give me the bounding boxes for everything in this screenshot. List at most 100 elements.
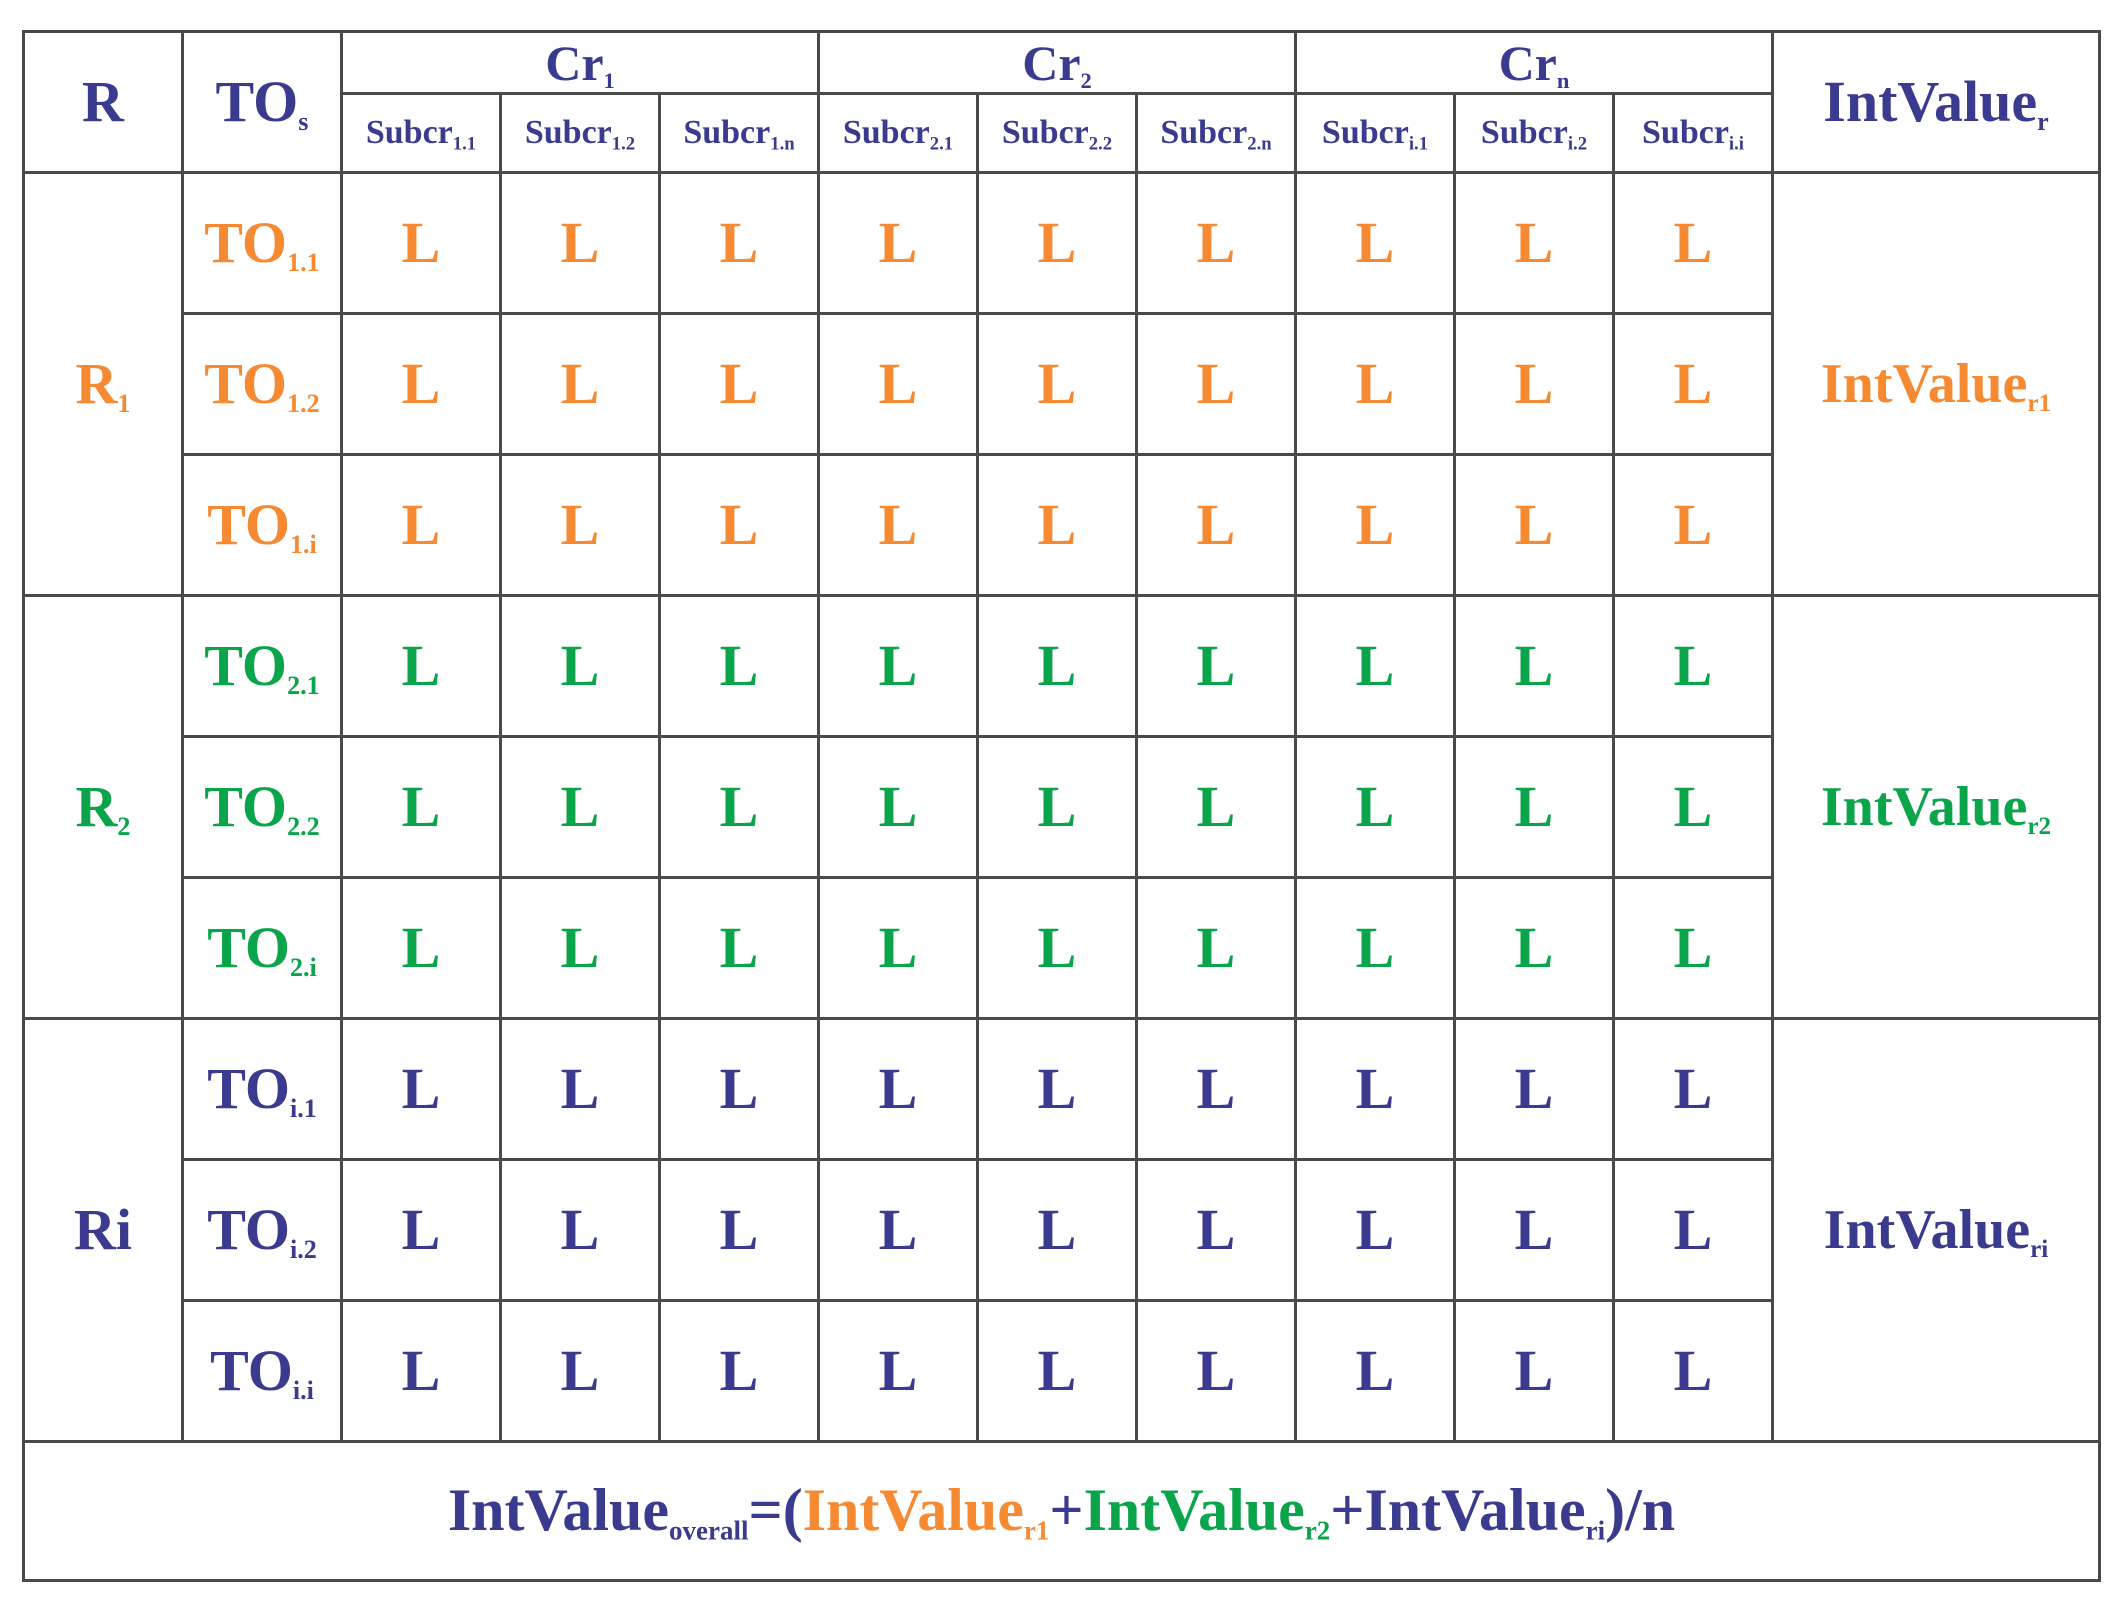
group-label-cell: R1	[22, 170, 184, 597]
value-cell: L	[1612, 875, 1774, 1020]
header-subcriterion-1-2: Subcr1.2	[499, 92, 661, 174]
value-cell: L	[817, 1016, 979, 1161]
value-cell: L	[817, 593, 979, 738]
value-cell: L	[1453, 1157, 1615, 1302]
value-cell: L	[1612, 1016, 1774, 1161]
header-tos-label: TOs	[215, 69, 309, 137]
value-cell: L	[976, 1016, 1138, 1161]
header-subcriterion-1-1: Subcr1.1	[340, 92, 502, 174]
value-cell: L	[976, 593, 1138, 738]
value-cell: L	[499, 593, 661, 738]
value-cell: L	[499, 1298, 661, 1443]
value-cell: L	[340, 593, 502, 738]
formula-term: IntValuer1	[802, 1477, 1050, 1546]
value-cell: L	[340, 1157, 502, 1302]
value-cell: L	[1294, 170, 1456, 315]
value-cell: L	[1294, 593, 1456, 738]
header-subcriterion-2-n: Subcr2.n	[1135, 92, 1297, 174]
value-cell: L	[1453, 734, 1615, 879]
value-cell: L	[499, 1157, 661, 1302]
value-cell: L	[976, 734, 1138, 879]
value-cell: L	[817, 1157, 979, 1302]
value-cell: L	[658, 875, 820, 1020]
value-cell: L	[1135, 734, 1297, 879]
value-cell: L	[1453, 452, 1615, 597]
value-cell: L	[817, 875, 979, 1020]
to-label-cell: TOi.i	[181, 1298, 343, 1443]
value-cell: L	[1453, 311, 1615, 456]
value-cell: L	[1453, 875, 1615, 1020]
value-cell: L	[658, 1298, 820, 1443]
header-subcriterion-2-1: Subcr2.1	[817, 92, 979, 174]
value-cell: L	[1294, 875, 1456, 1020]
value-cell: L	[1612, 311, 1774, 456]
value-cell: L	[976, 875, 1138, 1020]
value-cell: L	[1453, 1298, 1615, 1443]
value-cell: L	[499, 875, 661, 1020]
group-intvalue-cell: IntValuer1	[1771, 170, 2101, 597]
value-cell: L	[976, 170, 1138, 315]
to-label-cell: TO2.2	[181, 734, 343, 879]
group-intvalue-cell: IntValuer2	[1771, 593, 2101, 1020]
value-cell: L	[658, 1016, 820, 1161]
value-cell: L	[340, 170, 502, 315]
header-subcriterion-i-2: Subcri.2	[1453, 92, 1615, 174]
value-cell: L	[658, 1157, 820, 1302]
value-cell: L	[1294, 1016, 1456, 1161]
formula-row: IntValueoverall=(IntValuer1+IntValuer2+I…	[22, 1439, 2101, 1583]
value-cell: L	[1294, 734, 1456, 879]
value-cell: L	[1612, 170, 1774, 315]
value-cell: L	[658, 593, 820, 738]
to-label-cell: TO2.1	[181, 593, 343, 738]
value-cell: L	[499, 1016, 661, 1161]
formula-term: IntValuer2	[1083, 1477, 1331, 1546]
value-cell: L	[499, 170, 661, 315]
value-cell: L	[1135, 1298, 1297, 1443]
value-cell: L	[499, 452, 661, 597]
header-tos-cell: TOs	[181, 30, 343, 174]
header-criterion-1: Cr1	[340, 29, 820, 96]
header-subcriterion-2-2: Subcr2.2	[976, 92, 1138, 174]
value-cell: L	[658, 734, 820, 879]
value-cell: L	[340, 1016, 502, 1161]
evaluation-matrix-table: R TOs Cr1 Cr2 Crn IntValuer Subcr1.1 Subc…	[22, 29, 2101, 1583]
table-row: TO2.2 L L L L L L L L L	[24, 734, 2100, 879]
value-cell: L	[1135, 1016, 1297, 1161]
value-cell: L	[976, 1298, 1138, 1443]
header-subcriterion-1-n: Subcr1.n	[658, 92, 820, 174]
value-cell: L	[817, 170, 979, 315]
value-cell: L	[1453, 170, 1615, 315]
value-cell: L	[340, 311, 502, 456]
value-cell: L	[1453, 593, 1615, 738]
group-label-cell: R2	[22, 593, 184, 1020]
header-subcriterion-i-i: Subcri.i	[1612, 92, 1774, 174]
value-cell: L	[1294, 1157, 1456, 1302]
overall-formula: IntValueoverall=(IntValuer1+IntValuer2+I…	[22, 1439, 2101, 1583]
value-cell: L	[658, 452, 820, 597]
value-cell: L	[1135, 311, 1297, 456]
header-row-criteria: R TOs Cr1 Cr2 Crn IntValuer	[22, 29, 2101, 174]
table-row: Ri TOi.1 L L L L L L L L L IntValueri	[22, 1016, 2101, 1443]
value-cell: L	[1612, 452, 1774, 597]
value-cell: L	[1135, 875, 1297, 1020]
value-cell: L	[1453, 1016, 1615, 1161]
value-cell: L	[499, 311, 661, 456]
value-cell: L	[340, 734, 502, 879]
value-cell: L	[499, 734, 661, 879]
value-cell: L	[1612, 1157, 1774, 1302]
to-label-cell: TO1.1	[181, 170, 343, 315]
value-cell: L	[817, 1298, 979, 1443]
value-cell: L	[1294, 1298, 1456, 1443]
value-cell: L	[976, 1157, 1138, 1302]
header-criterion-n: Crn	[1294, 29, 1774, 96]
value-cell: L	[1612, 593, 1774, 738]
to-label-cell: TOi.1	[181, 1016, 343, 1161]
value-cell: L	[817, 452, 979, 597]
value-cell: L	[817, 734, 979, 879]
value-cell: L	[1135, 593, 1297, 738]
header-row-subcriteria: Subcr1.1 Subcr1.2 Subcr1.n Subcr2.1 Subcr2.2…	[24, 92, 2100, 174]
value-cell: L	[1135, 452, 1297, 597]
to-label-cell: TO1.2	[181, 311, 343, 456]
header-r-cell: R	[22, 30, 184, 174]
table-row: TO2.i L L L L L L L L L	[24, 875, 2100, 1020]
